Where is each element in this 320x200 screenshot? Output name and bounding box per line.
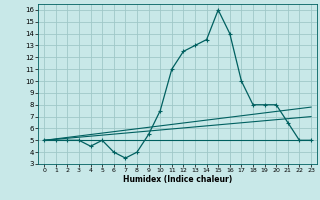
X-axis label: Humidex (Indice chaleur): Humidex (Indice chaleur)	[123, 175, 232, 184]
